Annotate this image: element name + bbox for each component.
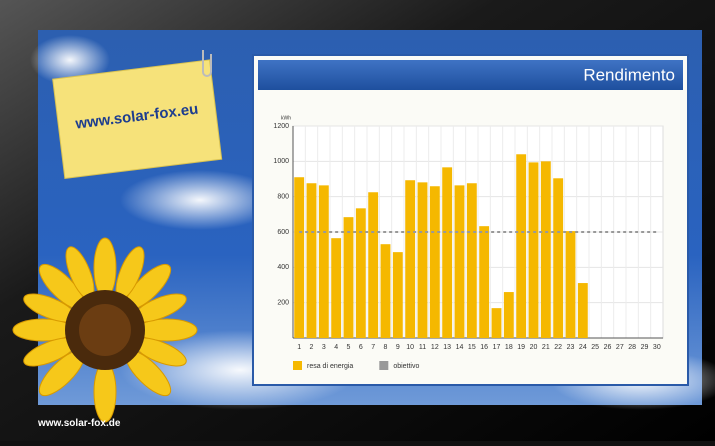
y-axis-label: kWh [281, 115, 291, 121]
bar [516, 154, 526, 338]
bar [492, 308, 502, 338]
x-tick-label: 19 [517, 344, 525, 351]
x-tick-label: 3 [322, 344, 326, 351]
bar [331, 238, 341, 338]
footer-text: www.solar-fox.de [38, 418, 120, 429]
bar [344, 217, 354, 338]
bar [529, 162, 539, 338]
x-tick-label: 5 [347, 344, 351, 351]
bar [405, 180, 415, 338]
x-tick-label: 20 [530, 344, 538, 351]
bar [418, 182, 428, 338]
x-tick-label: 15 [468, 344, 476, 351]
bar [368, 192, 378, 338]
x-tick-label: 16 [480, 344, 488, 351]
bar [467, 183, 477, 338]
x-tick-label: 14 [456, 344, 464, 351]
sticky-note: www.solar-fox.eu [53, 60, 222, 179]
x-tick-label: 17 [493, 344, 501, 351]
bar [393, 252, 403, 338]
legend-label: obiettivo [393, 363, 419, 370]
y-tick-label: 200 [277, 300, 289, 307]
x-tick-label: 26 [604, 344, 612, 351]
x-tick-label: 22 [554, 344, 562, 351]
page: www.solar-fox.eu Rendimento kWh 200 400 60… [0, 0, 715, 441]
bar [578, 283, 588, 338]
x-tick-label: 9 [396, 344, 400, 351]
x-tick-label: 25 [591, 344, 599, 351]
screen: www.solar-fox.eu Rendimento kWh 200 400 60… [0, 0, 715, 441]
bar [430, 186, 440, 338]
x-tick-label: 8 [384, 344, 388, 351]
bar [294, 177, 304, 338]
sunflower [13, 238, 197, 422]
legend-label: resa di energia [307, 363, 353, 370]
bar [566, 231, 576, 338]
chart-title: Rendimento [583, 65, 675, 84]
x-tick-label: 27 [616, 344, 624, 351]
bar [442, 167, 452, 338]
x-tick-label: 18 [505, 344, 513, 351]
x-tick-label: 29 [641, 344, 649, 351]
y-tick-label: 1200 [273, 123, 289, 130]
bar [455, 185, 465, 338]
x-tick-label: 23 [567, 344, 575, 351]
x-tick-label: 30 [653, 344, 661, 351]
legend-swatch [293, 361, 302, 370]
x-tick-label: 11 [419, 344, 426, 351]
bar [356, 208, 366, 338]
x-tick-label: 1 [297, 344, 301, 351]
x-tick-label: 28 [628, 344, 636, 351]
x-tick-label: 24 [579, 344, 587, 351]
x-tick-label: 7 [371, 344, 375, 351]
legend-swatch [379, 361, 388, 370]
x-tick-label: 4 [334, 344, 338, 351]
y-tick-label: 400 [277, 264, 289, 271]
x-tick-label: 2 [310, 344, 314, 351]
bar [381, 244, 391, 338]
x-tick-label: 6 [359, 344, 363, 351]
bar [504, 292, 514, 338]
bar [307, 183, 317, 338]
x-tick-label: 10 [406, 344, 414, 351]
bar [553, 178, 563, 338]
bar [479, 226, 489, 338]
bar [319, 185, 329, 338]
x-tick-label: 21 [542, 344, 550, 351]
bar [541, 161, 551, 338]
x-tick-label: 12 [431, 344, 439, 351]
y-tick-label: 600 [277, 229, 289, 236]
x-tick-label: 13 [443, 344, 451, 351]
y-tick-label: 1000 [273, 158, 289, 165]
y-tick-label: 800 [277, 194, 289, 201]
